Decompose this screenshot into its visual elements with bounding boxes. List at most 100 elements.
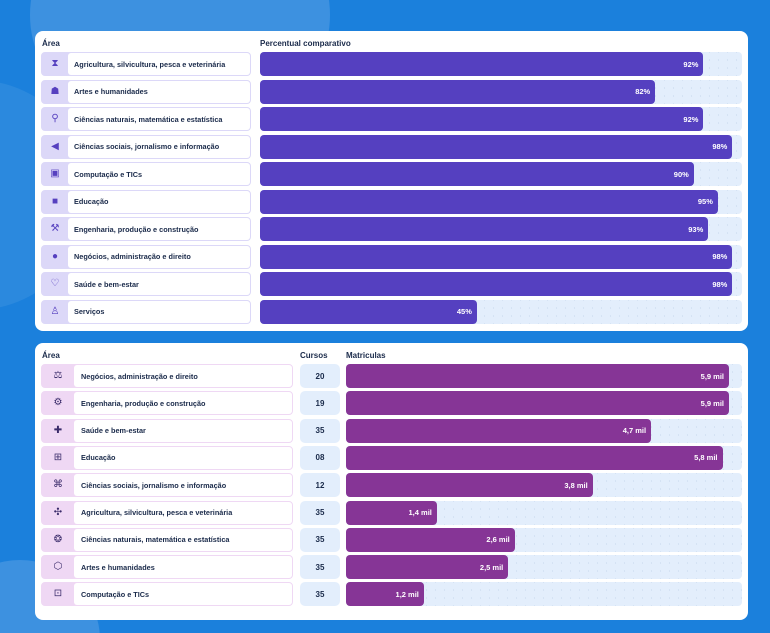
- table-row: ♙ Serviços 45%: [41, 299, 742, 324]
- bar-track: 82%: [260, 79, 742, 104]
- bar: 93%: [260, 217, 709, 241]
- area-label-box: ♡ Saúde e bem-estar: [41, 272, 251, 296]
- cube-icon: ⬡: [53, 561, 63, 573]
- area-label-box: ⚙ Engenharia, produção e construção: [41, 391, 293, 416]
- area-label: Negócios, administração e direito: [74, 365, 292, 387]
- area-label: Educação: [68, 190, 250, 213]
- table-row: ⚙ Engenharia, produção e construção 19 5,9 …: [41, 391, 742, 416]
- bar-track: 1,4 mil: [346, 500, 742, 525]
- bar-value-label: 93%: [688, 224, 704, 234]
- tools-icon: ⚒: [50, 223, 60, 234]
- computer-icon: ▣: [50, 168, 60, 179]
- area-label-box: ❂ Ciências naturais, matemática e estatís…: [41, 527, 293, 552]
- theater-masks-icon: ☗: [50, 85, 60, 97]
- bar: 5,9 mil: [346, 391, 730, 416]
- bar: 95%: [260, 189, 718, 214]
- cursos-count: 12: [300, 473, 340, 498]
- book-icon: ■: [51, 195, 59, 207]
- area-label: Artes e humanidades: [74, 556, 292, 579]
- stethoscope-icon: ♡: [50, 278, 60, 289]
- bar-value-label: 1,4 mil: [408, 508, 432, 517]
- area-label: Agricultura, silvicultura, pesca e veter…: [68, 53, 250, 75]
- area-label: Ciências naturais, matemática e estatíst…: [68, 108, 250, 130]
- area-label: Saúde e bem-estar: [74, 419, 292, 442]
- gear-icon: ⚙: [53, 397, 63, 409]
- bar-track: 5,9 mil: [346, 391, 742, 416]
- bar-track: 98%: [260, 272, 742, 296]
- bar-track: 3,8 mil: [346, 473, 742, 498]
- bar-value-label: 2,6 mil: [486, 535, 510, 545]
- table-row: ● Negócios, administração e direito 98%: [41, 244, 742, 269]
- table-row: ⧗ Agricultura, silvicultura, pesca e vete…: [41, 52, 742, 76]
- bar-value-label: 98%: [712, 279, 728, 289]
- bar-value-label: 92%: [683, 114, 699, 124]
- cursos-count: 08: [300, 445, 340, 470]
- percent-column-header: Percentual comparativo: [260, 39, 351, 48]
- enrollment-panel: Área Cursos Matriculas ⚖ Negócios, admini…: [35, 343, 748, 620]
- bar-value-label: 5,8 mil: [694, 453, 718, 463]
- bar-track: 92%: [260, 107, 742, 131]
- bar-track: 1,2 mil: [346, 582, 742, 607]
- bar-track: 95%: [260, 189, 742, 214]
- area-label-box: ⧗ Agricultura, silvicultura, pesca e vete…: [41, 52, 251, 76]
- table-row: ❂ Ciências naturais, matemática e estatís…: [41, 527, 742, 552]
- cursos-count: 35: [300, 500, 340, 525]
- bar-track: 2,6 mil: [346, 527, 742, 552]
- bar: 2,5 mil: [346, 555, 509, 580]
- bar-track: 90%: [260, 162, 742, 186]
- bar: 98%: [260, 272, 733, 296]
- table-row: ◀ Ciências sociais, jornalismo e informaç…: [41, 134, 742, 159]
- bar-track: 4,7 mil: [346, 418, 742, 443]
- table-row: ✣ Agricultura, silvicultura, pesca e vete…: [41, 500, 742, 525]
- bar: 45%: [260, 299, 477, 324]
- bar: 5,8 mil: [346, 445, 723, 470]
- bar-value-label: 82%: [635, 87, 651, 96]
- area-label: Ciências naturais, matemática e estatíst…: [74, 528, 292, 551]
- table-row: ■ Educação 95%: [41, 189, 742, 214]
- service-person-icon: ♙: [50, 305, 60, 317]
- area-label-box: ⌘ Ciências sociais, jornalismo e informaç…: [41, 473, 293, 498]
- bar-track: 5,8 mil: [346, 445, 742, 470]
- area-label-box: ⊡ Computação e TICs: [41, 582, 293, 607]
- cursos-count: 35: [300, 555, 340, 580]
- bar-value-label: 98%: [712, 252, 728, 261]
- bar-value-label: 5,9 mil: [700, 371, 725, 381]
- trophy-icon: ⧗: [51, 58, 59, 69]
- area-column-header: Área: [42, 39, 60, 48]
- table-row: ⚒ Engenharia, produção e construção 93%: [41, 217, 742, 241]
- area-label-box: ⬡ Artes e humanidades: [41, 555, 293, 580]
- cursos-count: 35: [300, 527, 340, 552]
- bar: 98%: [260, 134, 733, 159]
- area-label-box: ☗ Artes e humanidades: [41, 79, 251, 104]
- table-row: ✚ Saúde e bem-estar 35 4,7 mil: [41, 418, 742, 443]
- leaf-cluster-icon: ✣: [53, 506, 63, 518]
- table-row: ⌘ Ciências sociais, jornalismo e informaç…: [41, 473, 742, 498]
- atom-icon: ❂: [53, 533, 63, 545]
- area-label: Artes e humanidades: [68, 80, 250, 103]
- bar-track: 98%: [260, 244, 742, 269]
- bar-track: 93%: [260, 217, 742, 241]
- area-label-box: ⚒ Engenharia, produção e construção: [41, 217, 251, 241]
- area-label: Computação e TICs: [74, 583, 292, 606]
- bar: 98%: [260, 244, 733, 269]
- bar: 1,4 mil: [346, 500, 437, 525]
- area-label-box: ⚲ Ciências naturais, matemática e estatís…: [41, 107, 251, 131]
- table-row: ⊡ Computação e TICs 35 1,2 mil: [41, 582, 742, 607]
- area-label-box: ▣ Computação e TICs: [41, 162, 251, 186]
- area-label-box: ⊞ Educação: [41, 445, 293, 470]
- area-label-box: ■ Educação: [41, 189, 251, 214]
- table-row: ⬡ Artes e humanidades 35 2,5 mil: [41, 555, 742, 580]
- area-label: Engenharia, produção e construção: [74, 392, 292, 415]
- area-label: Serviços: [68, 300, 250, 323]
- megaphone-icon: ◀: [51, 140, 59, 152]
- area-label: Saúde e bem-estar: [68, 273, 250, 295]
- bar-track: 45%: [260, 299, 742, 324]
- bar-track: 5,9 mil: [346, 364, 742, 388]
- cursos-count: 20: [300, 364, 340, 388]
- bar: 3,8 mil: [346, 473, 593, 498]
- bar: 92%: [260, 52, 704, 76]
- area-label-box: ◀ Ciências sociais, jornalismo e informaç…: [41, 134, 251, 159]
- area-column-header: Área: [42, 351, 60, 360]
- bar-value-label: 95%: [697, 197, 713, 206]
- bar-value-label: 3,8 mil: [564, 480, 588, 490]
